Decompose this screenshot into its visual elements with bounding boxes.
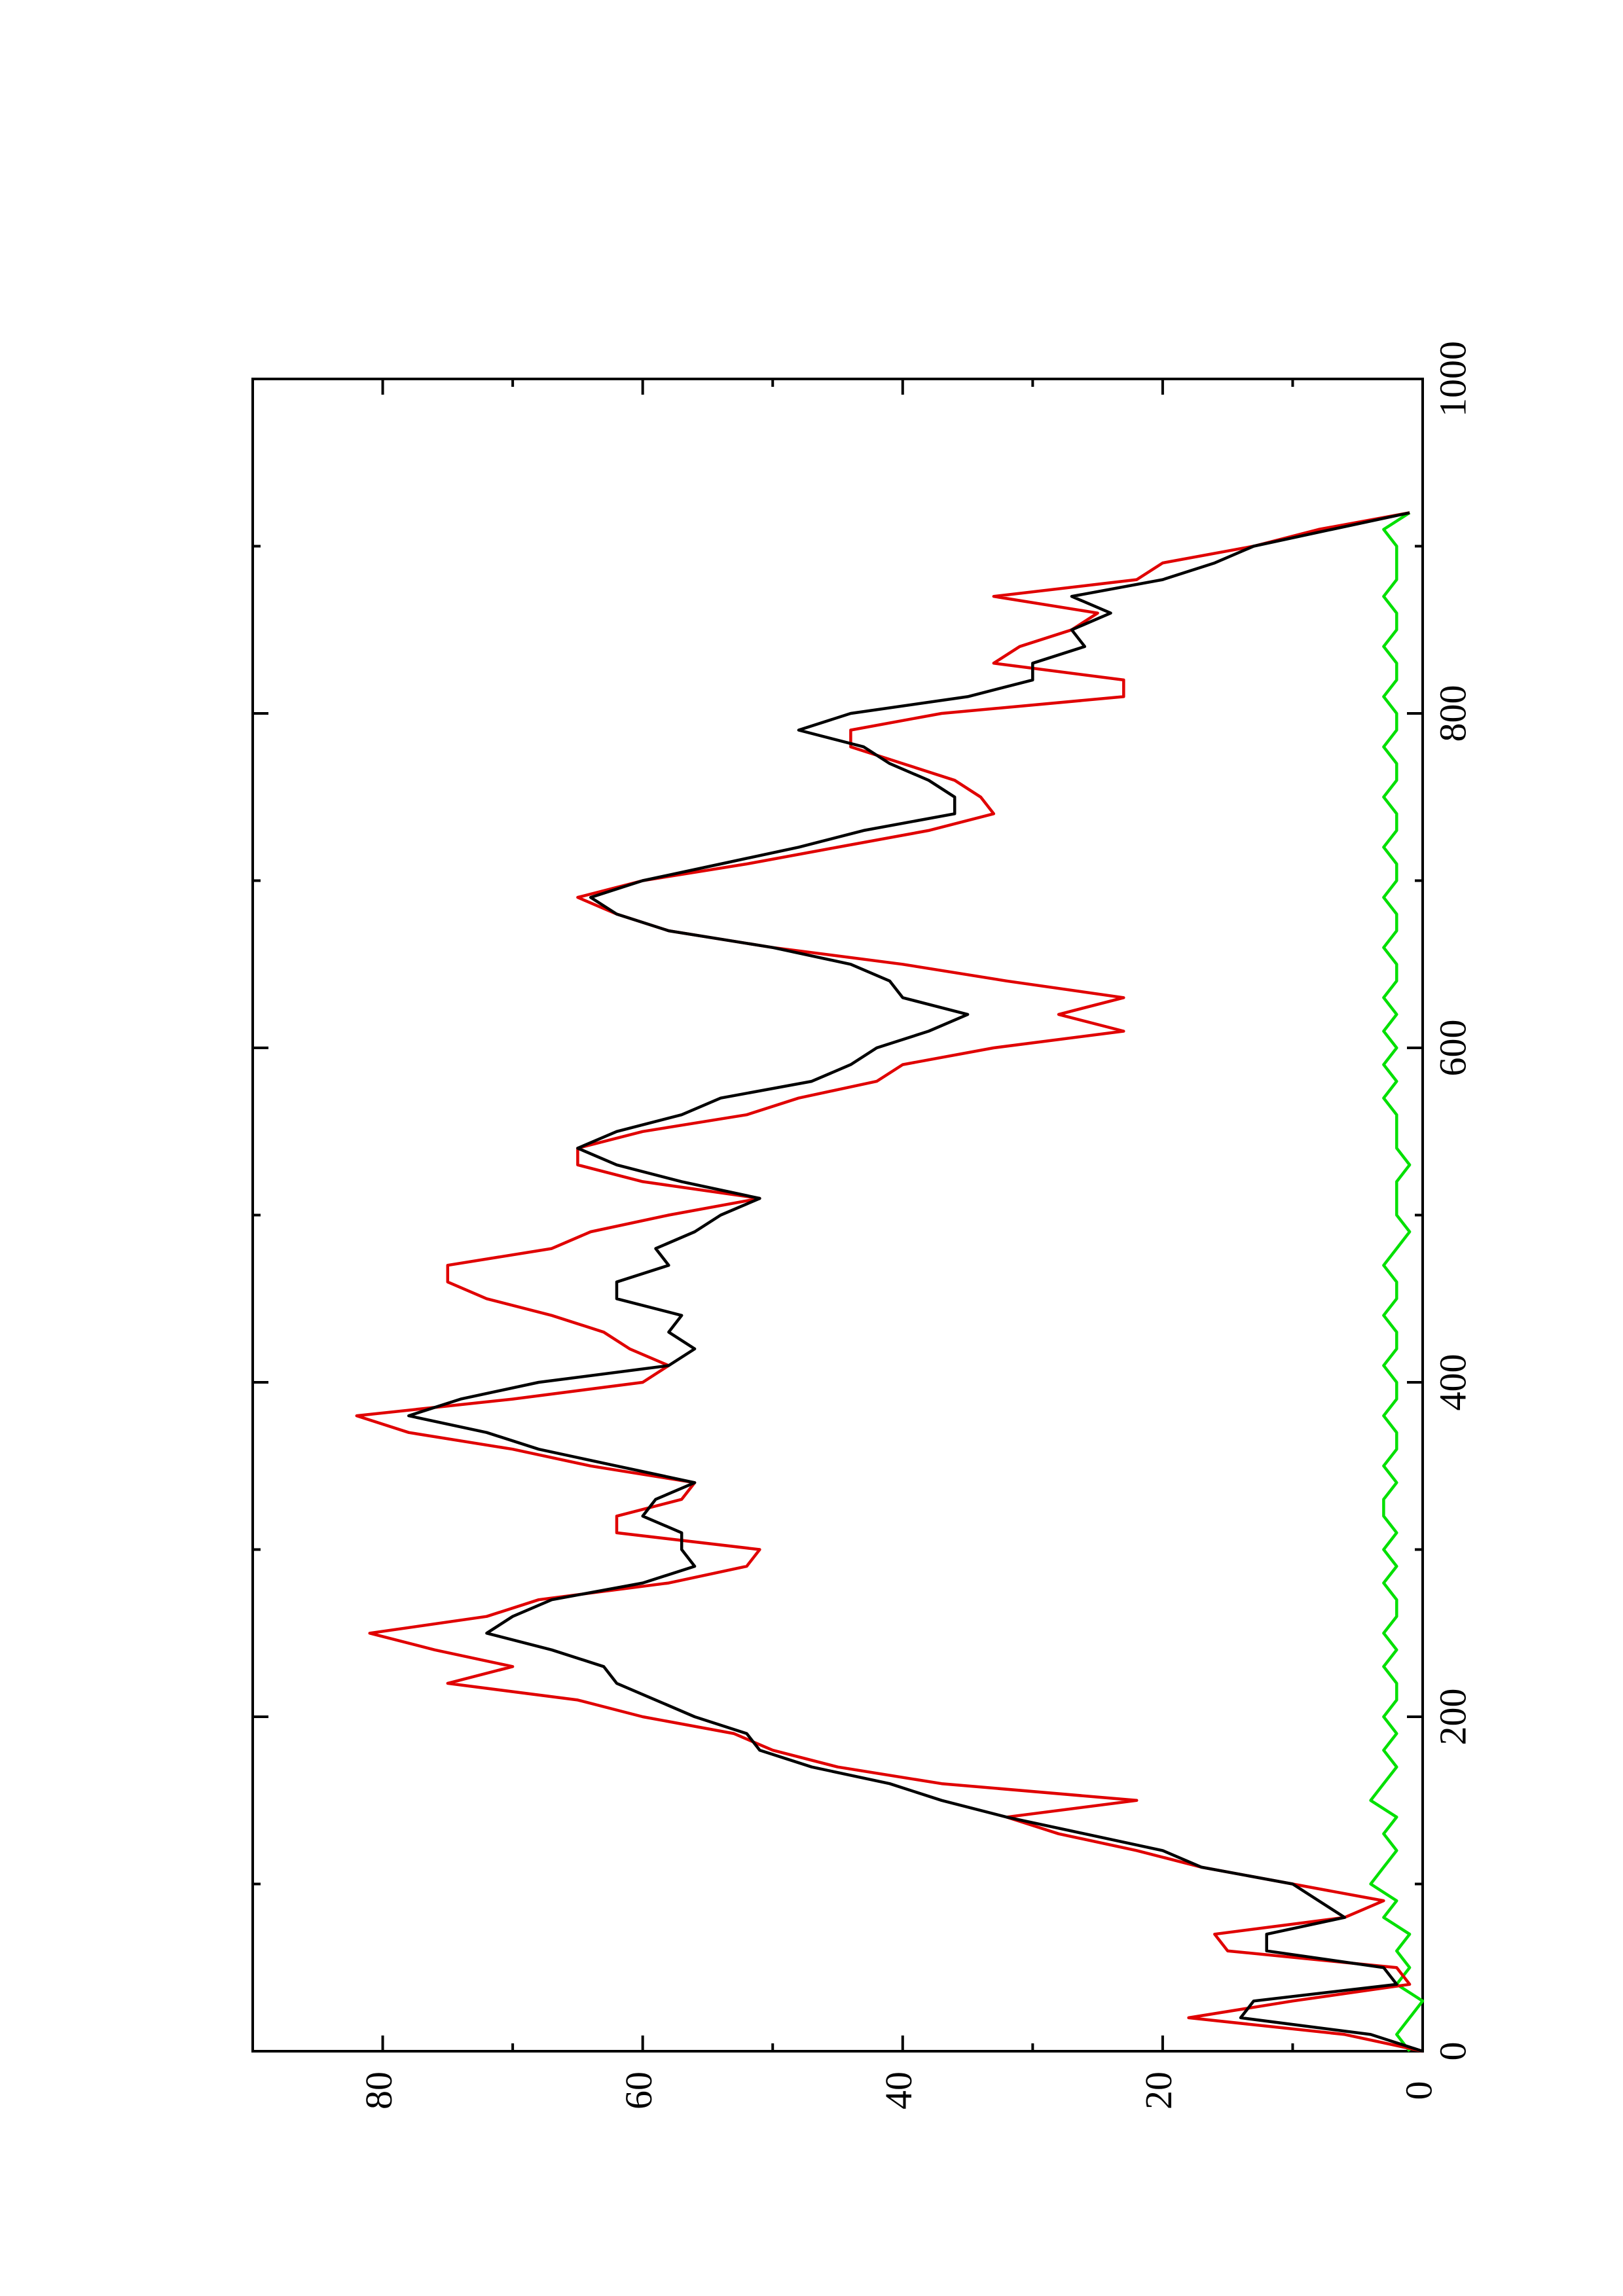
x-tick-label: 600 xyxy=(1431,1020,1474,1077)
y-tick-label: 20 xyxy=(1137,2072,1180,2109)
data-line xyxy=(355,511,1423,2053)
x-tick-label: 400 xyxy=(1431,1354,1474,1411)
y-tick-label: 40 xyxy=(877,2072,920,2109)
y-tick-label: 80 xyxy=(357,2072,400,2109)
x-tick-label: 0 xyxy=(1431,2042,1474,2061)
y-tick-label: 60 xyxy=(617,2072,660,2109)
x-tick-label: 200 xyxy=(1431,1689,1474,1746)
x-tick-label: 1000 xyxy=(1431,341,1474,417)
y-tick-label: 0 xyxy=(1397,2081,1440,2100)
plot-frame xyxy=(251,378,1424,2053)
data-line xyxy=(1369,511,1425,2053)
data-line xyxy=(407,511,1423,2053)
x-tick-label: 800 xyxy=(1431,685,1474,742)
